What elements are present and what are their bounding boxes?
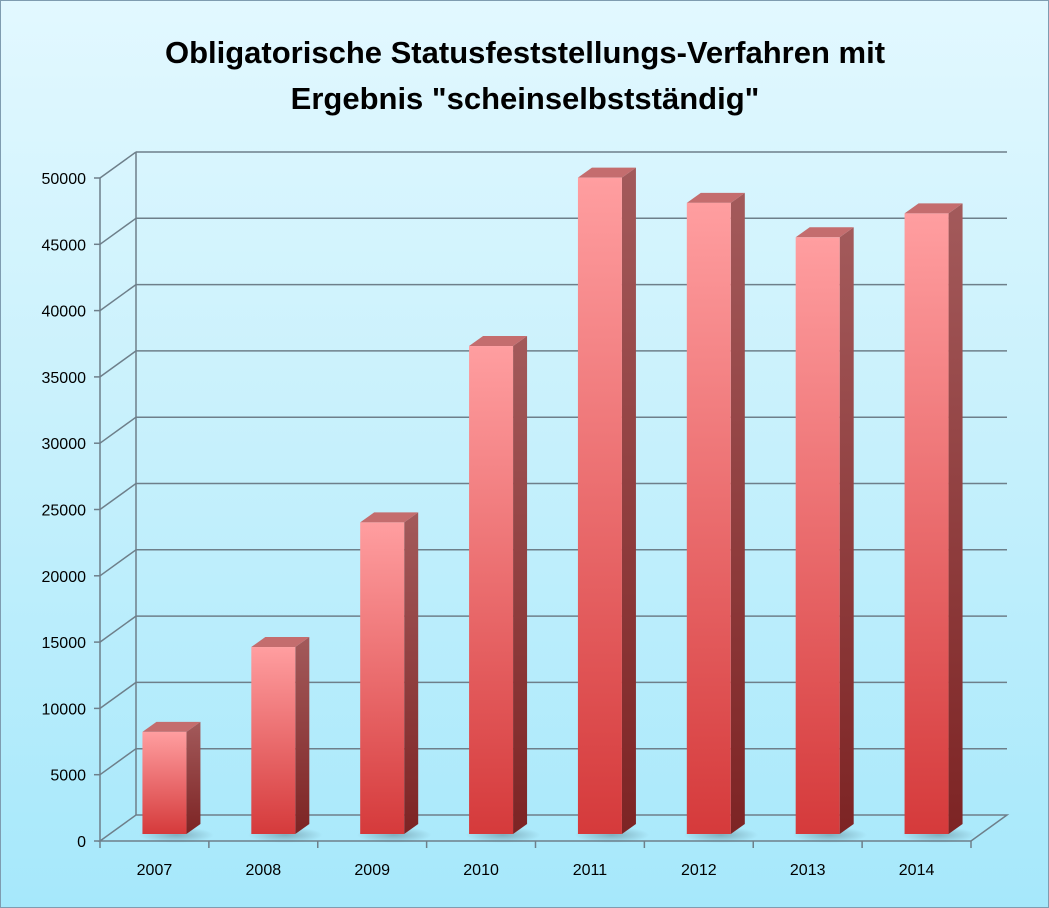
bar-side <box>295 637 310 834</box>
bar-top <box>795 227 854 238</box>
chart-title-line-1: Obligatorische Statusfeststellungs-Verfa… <box>165 35 885 70</box>
y-tick-label: 50000 <box>42 171 87 188</box>
x-tick-label: 2014 <box>899 862 935 879</box>
bar-side <box>730 192 745 835</box>
y-tick-label: 10000 <box>42 701 87 718</box>
bar-side <box>186 721 201 834</box>
bar-side <box>513 336 528 834</box>
bar-top <box>686 192 745 203</box>
gridline-diagonal <box>99 283 137 312</box>
x-tick-label: 2008 <box>246 862 282 879</box>
bars <box>139 167 976 843</box>
x-tick-label: 2013 <box>790 862 826 879</box>
bar-2008 <box>247 637 323 843</box>
bar-top <box>904 203 963 214</box>
gridline-diagonal <box>99 416 137 444</box>
gridline-diagonal <box>99 217 137 245</box>
gridline-diagonal <box>99 151 137 179</box>
bar-2007 <box>139 721 214 843</box>
y-tick-label: 0 <box>77 834 86 851</box>
y-tick-label: 35000 <box>42 370 87 387</box>
bar-2012 <box>683 192 759 843</box>
y-tick-label: 40000 <box>42 304 87 321</box>
bar-front <box>142 731 187 834</box>
bar-2014 <box>901 203 976 843</box>
y-tick-label: 5000 <box>50 768 86 785</box>
bar-side <box>404 512 419 834</box>
gridline-diagonal <box>99 748 137 776</box>
bar-top <box>142 721 201 732</box>
bar-top <box>469 336 528 347</box>
bar-2013 <box>792 227 868 843</box>
gridline-diagonal <box>99 615 137 643</box>
x-axis-ticks: 2007 2008 2009 2010 2011 2012 2013 2014 <box>99 841 972 879</box>
x-tick-label: 2009 <box>354 862 390 879</box>
bar-front <box>251 647 296 834</box>
bar-front <box>469 346 514 834</box>
y-tick-label: 15000 <box>42 635 87 652</box>
bar-side <box>948 203 963 834</box>
y-tick-label: 30000 <box>42 436 87 453</box>
floor <box>97 814 1010 842</box>
bar-top <box>251 637 310 648</box>
y-tick-label: 25000 <box>42 503 87 520</box>
bar-front <box>686 202 731 835</box>
bar-front <box>795 237 840 835</box>
bar-front <box>360 522 405 834</box>
x-tick-label: 2010 <box>463 862 499 879</box>
bar-side <box>621 167 636 834</box>
bar-front <box>577 177 622 834</box>
bar-2009 <box>356 512 432 843</box>
bar-side <box>839 227 854 835</box>
gridline-diagonal <box>99 549 137 577</box>
x-tick-label: 2007 <box>137 862 173 879</box>
gridline-diagonal <box>99 482 137 511</box>
x-tick-label: 2012 <box>681 862 717 879</box>
bar-2010 <box>465 336 541 843</box>
grid <box>97 151 1010 842</box>
gridline-diagonal <box>99 350 137 378</box>
chart-title: Obligatorische Statusfeststellungs-Verfa… <box>165 35 885 116</box>
y-tick-label: 20000 <box>42 569 87 586</box>
chart-title-line-2: Ergebnis "scheinselbstständig" <box>291 81 760 116</box>
bar-front <box>904 213 949 834</box>
bar-top <box>360 512 419 523</box>
y-axis-ticks: 0 5000 10000 15000 20000 25000 30000 35000 40000… <box>42 171 100 851</box>
bar-2011 <box>574 167 650 843</box>
x-tick-label: 2011 <box>573 862 608 879</box>
gridline-diagonal <box>99 681 137 710</box>
y-tick-label: 45000 <box>42 237 87 254</box>
bar-top <box>577 167 636 178</box>
